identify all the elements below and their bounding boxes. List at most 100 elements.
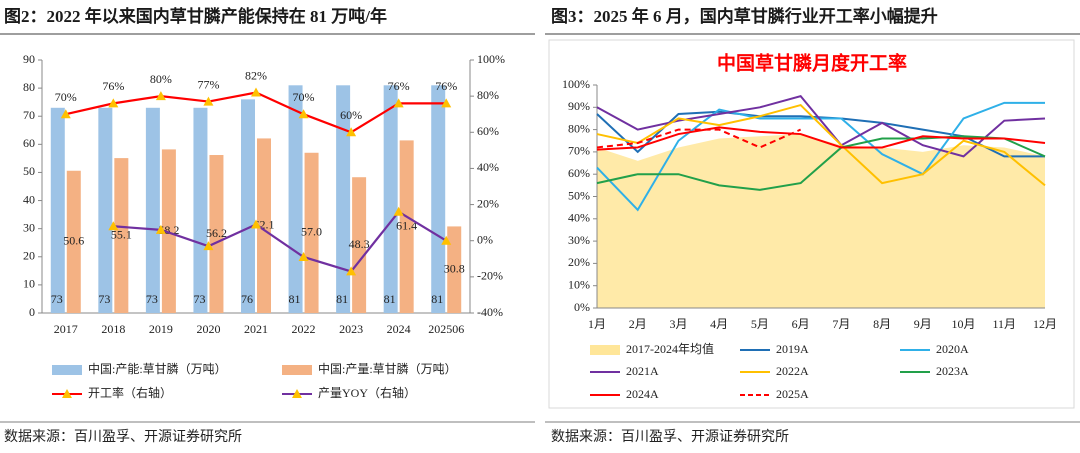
line-marker xyxy=(155,91,166,101)
y-tick-label: 70% xyxy=(568,144,590,158)
data-label: 76% xyxy=(102,79,124,93)
line xyxy=(596,110,1045,158)
line-marker xyxy=(346,266,357,276)
y-tick-label: 40 xyxy=(23,192,35,206)
line-marker xyxy=(203,96,214,106)
x-tick-label: 2017 xyxy=(54,322,78,336)
data-label: 81 xyxy=(289,292,301,306)
x-tick-label: 2020 xyxy=(196,322,220,336)
line-marker xyxy=(108,98,119,108)
y-tick-label: 80% xyxy=(568,121,590,135)
legend-label: 2020A xyxy=(936,342,969,356)
bar xyxy=(114,158,129,313)
chart-title: 图2：2022 年以来国内草甘膦产能保持在 81 万吨/年 xyxy=(4,6,387,26)
data-label: 81 xyxy=(384,292,396,306)
bar xyxy=(241,99,255,313)
bar xyxy=(66,170,81,313)
source: 数据来源：百川盈孚、开源证券研究所 xyxy=(4,429,242,445)
x-tick-label: 5月 xyxy=(751,317,769,331)
x-tick-label: 2023 xyxy=(339,322,363,336)
x-tick-label: 2024 xyxy=(387,322,411,336)
bar xyxy=(98,107,113,314)
x-tick-label: 2018 xyxy=(101,322,125,336)
legend-swatch xyxy=(52,365,82,375)
legend-label: 中国:产量:草甘膦（万吨） xyxy=(318,361,457,376)
data-label: 55.1 xyxy=(111,227,132,241)
bar xyxy=(288,85,303,313)
line xyxy=(596,135,1046,191)
legend-swatch xyxy=(282,365,312,375)
y-tick-label: 50% xyxy=(568,188,590,202)
x-tick-label: 9月 xyxy=(914,317,932,331)
line xyxy=(596,101,1045,212)
x-tick-label: 8月 xyxy=(873,317,891,331)
chart-title: 图3：2025 年 6 月，国内草甘膦行业开工率小幅提升 xyxy=(551,6,938,26)
data-label: 73 xyxy=(51,292,63,306)
area xyxy=(597,134,1045,308)
data-label: 61.4 xyxy=(396,218,417,232)
data-label: 60% xyxy=(340,108,362,122)
bar xyxy=(304,152,319,313)
y2-tick-label: 80% xyxy=(477,88,499,102)
x-tick-label: 3月 xyxy=(669,317,687,331)
legend-label: 中国:产能:草甘膦（万吨） xyxy=(88,361,227,376)
data-label: 73 xyxy=(98,292,110,306)
y-tick-label: 30 xyxy=(23,220,35,234)
legend-marker xyxy=(62,389,72,398)
legend-label: 2023A xyxy=(936,364,969,378)
bar xyxy=(336,85,351,313)
bar xyxy=(50,107,65,314)
x-tick-label: 2019 xyxy=(149,322,173,336)
legend-label: 2021A xyxy=(626,364,659,378)
line-marker xyxy=(393,98,404,108)
x-tick-label: 11月 xyxy=(992,317,1016,331)
data-label: 76 xyxy=(241,292,253,306)
y2-tick-label: 20% xyxy=(477,196,499,210)
bar xyxy=(257,138,271,313)
y-tick-label: 20% xyxy=(568,255,590,269)
legend-label: 2024A xyxy=(626,387,659,401)
data-label: 80% xyxy=(150,72,172,86)
line xyxy=(113,210,447,273)
data-label: 81 xyxy=(431,292,443,306)
line xyxy=(596,103,1046,187)
data-label: 50.6 xyxy=(63,234,84,248)
x-tick-label: 202506 xyxy=(428,322,464,336)
bar xyxy=(383,85,398,313)
bar xyxy=(399,140,414,313)
line-marker xyxy=(298,109,309,119)
line xyxy=(596,126,1046,151)
source: 数据来源：百川盈孚、开源证券研究所 xyxy=(551,429,789,445)
data-label: 30.8 xyxy=(444,261,465,275)
data-label: 70% xyxy=(293,90,315,104)
x-tick-label: 12月 xyxy=(1033,317,1057,331)
bar xyxy=(161,149,176,313)
data-label: 56.2 xyxy=(206,226,227,240)
y2-tick-label: -40% xyxy=(477,305,503,319)
y2-tick-label: 60% xyxy=(477,124,499,138)
bar xyxy=(145,107,160,314)
y-tick-label: 70 xyxy=(23,108,35,122)
data-label: 70% xyxy=(55,90,77,104)
line-marker xyxy=(346,127,357,137)
x-tick-label: 2月 xyxy=(629,317,647,331)
y-tick-label: 20 xyxy=(23,249,35,263)
data-label: 73 xyxy=(193,292,205,306)
x-tick-label: 7月 xyxy=(832,317,850,331)
bar xyxy=(447,226,462,313)
y-tick-label: 50 xyxy=(23,164,35,178)
bar xyxy=(431,85,446,313)
chart-subtitle: 中国草甘膦月度开工率 xyxy=(717,51,907,74)
y-tick-label: 100% xyxy=(562,77,590,91)
x-tick-label: 10月 xyxy=(952,317,976,331)
line-marker xyxy=(393,206,404,216)
y-tick-label: 0% xyxy=(574,300,590,314)
y2-tick-label: 0% xyxy=(477,232,493,246)
legend-swatch xyxy=(590,345,620,355)
x-tick-label: 1月 xyxy=(588,317,606,331)
x-tick-label: 4月 xyxy=(710,317,728,331)
legend-label: 产量YOY（右轴） xyxy=(318,385,416,400)
y-tick-label: 90 xyxy=(23,52,35,66)
line-marker xyxy=(60,109,71,119)
